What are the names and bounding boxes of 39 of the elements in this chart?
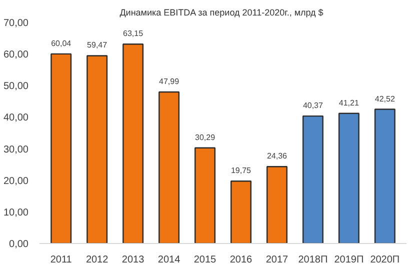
y-tick-label: 30,00 (3, 144, 29, 156)
data-label: 24,36 (266, 152, 288, 161)
y-tick-label: 40,00 (3, 112, 29, 124)
data-label: 42,52 (374, 94, 396, 104)
bar (230, 180, 252, 244)
x-tick-label: 2016 (230, 254, 253, 266)
x-tick-label: 2011 (50, 254, 72, 266)
data-label: 60,04 (51, 38, 72, 48)
bar (338, 112, 360, 244)
bar (122, 44, 144, 244)
data-label: 41,21 (338, 98, 360, 108)
data-label: 30,29 (195, 132, 216, 142)
bar (158, 91, 180, 244)
x-tick-label: 2018П (298, 254, 328, 266)
data-label: 47,99 (159, 76, 180, 86)
y-tick-label: 0,00 (9, 239, 29, 250)
bar (194, 147, 216, 244)
data-label: 59,47 (87, 40, 108, 50)
data-label: 19,75 (230, 166, 252, 176)
x-tick-label: 2019П (334, 254, 364, 266)
x-tick-label: 2014 (158, 254, 181, 266)
bar (266, 166, 288, 244)
bar (86, 55, 108, 244)
x-tick-label: 2015 (194, 254, 217, 266)
y-tick-label: 70,00 (3, 18, 29, 29)
chart-title: Динамика EBITDA за период 2011-2020г., млрд $ (120, 8, 324, 18)
bar (374, 108, 396, 244)
x-tick-label: 2012 (86, 254, 109, 266)
y-tick-label: 20,00 (3, 176, 29, 187)
x-tick-label: 2020П (370, 254, 400, 266)
y-tick-label: 10,00 (3, 207, 29, 218)
data-label: 63,15 (123, 29, 144, 38)
x-tick-label: 2017 (266, 254, 289, 266)
y-tick-label: 60,00 (3, 50, 29, 61)
y-tick-label: 50,00 (3, 81, 29, 92)
bar (50, 53, 72, 244)
x-tick-label: 2013 (122, 254, 145, 266)
bar (302, 115, 324, 244)
data-label: 40,37 (302, 101, 324, 110)
